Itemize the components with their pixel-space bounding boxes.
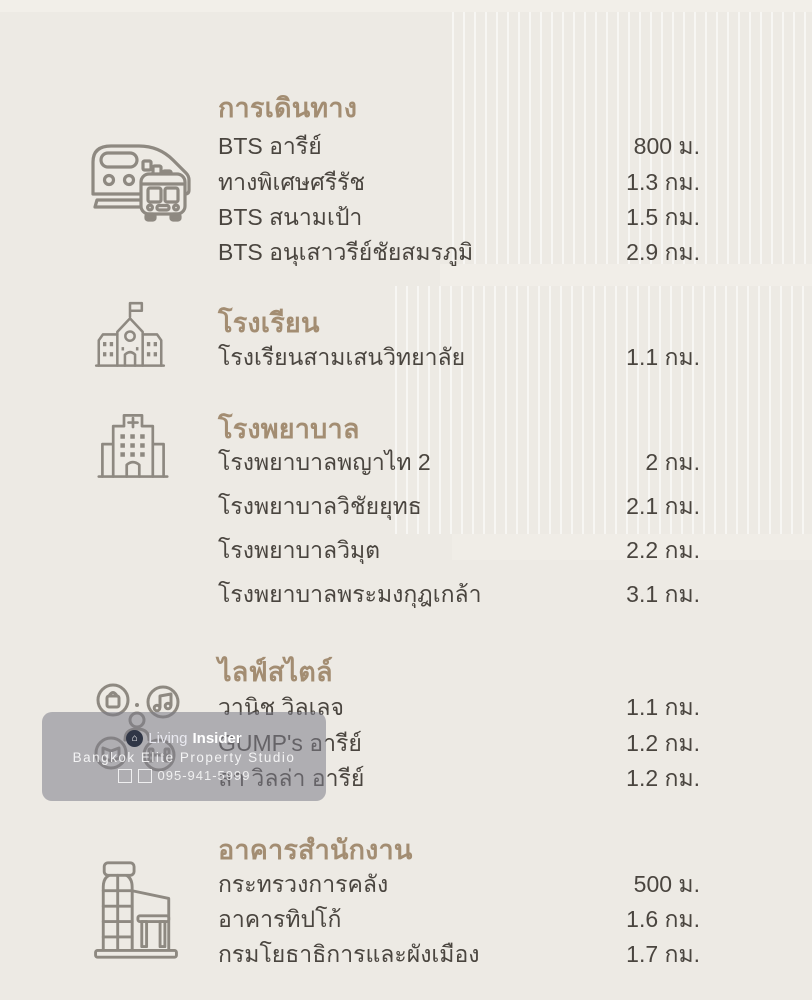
train-bus-icon xyxy=(85,130,197,222)
poi-distance: 500 ม. xyxy=(633,871,700,897)
section-title-school: โรงเรียน xyxy=(218,308,320,338)
poi-distance: 1.1 กม. xyxy=(626,694,700,720)
poi-label: กรมโยธาธิการและผังเมือง xyxy=(218,941,480,967)
poi-label: BTS สนามเป้า xyxy=(218,204,363,230)
section-title-lifestyle: ไลฟ์สไตล์ xyxy=(218,657,333,687)
poi-row: กรมโยธาธิการและผังเมือง 1.7 กม. xyxy=(218,940,700,970)
school-icon xyxy=(92,296,168,372)
watermark-brand-suffix: Insider xyxy=(192,730,242,747)
section-title-transport: การเดินทาง xyxy=(218,93,358,123)
poi-distance: 1.2 กม. xyxy=(626,765,700,791)
watermark-studio-name: Bangkok Elite Property Studio xyxy=(72,750,296,765)
watermark-badge: ⌂ Living Insider Bangkok Elite Property … xyxy=(42,712,326,801)
poi-label: โรงพยาบาลวิชัยยุทธ xyxy=(218,493,422,519)
poi-distance: 800 ม. xyxy=(633,133,700,159)
section-title-hospital: โรงพยาบาล xyxy=(218,414,360,444)
poi-label: อาคารทิปโก้ xyxy=(218,906,342,932)
poi-row: กระทรวงการคลัง 500 ม. xyxy=(218,870,700,900)
line-app-icon xyxy=(117,768,132,783)
section-title-office: อาคารสำนักงาน xyxy=(218,835,413,865)
background-band xyxy=(0,0,812,12)
poi-label: BTS อารีย์ xyxy=(218,133,322,159)
poi-row: โรงพยาบาลวิมุต 2.2 กม. xyxy=(218,536,700,566)
poi-label: BTS อนุเสาวรีย์ชัยสมรภูมิ xyxy=(218,239,474,265)
poi-row: อาคารทิปโก้ 1.6 กม. xyxy=(218,905,700,935)
poi-distance: 1.3 กม. xyxy=(626,169,700,195)
poi-distance: 1.6 กม. xyxy=(626,906,700,932)
poi-distance: 2.2 กม. xyxy=(626,537,700,563)
poi-label: โรงเรียนสามเสนวิทยาลัย xyxy=(218,344,466,370)
poi-distance: 2.9 กม. xyxy=(626,239,700,265)
poi-row: BTS อนุเสาวรีย์ชัยสมรภูมิ 2.9 กม. xyxy=(218,238,700,268)
poi-distance: 1.5 กม. xyxy=(626,204,700,230)
poi-distance: 1.7 กม. xyxy=(626,941,700,967)
poi-label: โรงพยาบาลพระมงกุฎเกล้า xyxy=(218,581,482,607)
hospital-icon xyxy=(97,402,169,480)
poi-row: ทางพิเศษศรีรัช 1.3 กม. xyxy=(218,168,700,198)
poi-label: โรงพยาบาลพญาไท 2 xyxy=(218,449,431,475)
poi-row: BTS อารีย์ 800 ม. xyxy=(218,132,700,162)
office-building-icon xyxy=(86,858,186,962)
poi-distance: 1.2 กม. xyxy=(626,730,700,756)
poi-distance: 3.1 กม. xyxy=(626,581,700,607)
poi-distance: 2.1 กม. xyxy=(626,493,700,519)
phone-icon xyxy=(137,768,152,783)
poi-row: โรงพยาบาลวิชัยยุทธ 2.1 กม. xyxy=(218,492,700,522)
watermark-brand: ⌂ Living Insider xyxy=(126,730,242,747)
poi-label: โรงพยาบาลวิมุต xyxy=(218,537,381,563)
living-insider-logo-icon: ⌂ xyxy=(126,730,144,747)
poi-distance: 1.1 กม. xyxy=(626,344,700,370)
poi-distance: 2 กม. xyxy=(645,449,700,475)
poi-row: โรงพยาบาลพระมงกุฎเกล้า 3.1 กม. xyxy=(218,580,700,610)
watermark-contact: 095-941-5999 xyxy=(117,768,251,783)
poi-row: โรงเรียนสามเสนวิทยาลัย 1.1 กม. xyxy=(218,343,700,373)
poi-label: กระทรวงการคลัง xyxy=(218,871,389,897)
watermark-brand-prefix: Living xyxy=(148,730,188,747)
watermark-phone: 095-941-5999 xyxy=(157,768,251,783)
poi-row: BTS สนามเป้า 1.5 กม. xyxy=(218,203,700,233)
poi-label: ทางพิเศษศรีรัช xyxy=(218,169,366,195)
poi-row: โรงพยาบาลพญาไท 2 2 กม. xyxy=(218,448,700,478)
